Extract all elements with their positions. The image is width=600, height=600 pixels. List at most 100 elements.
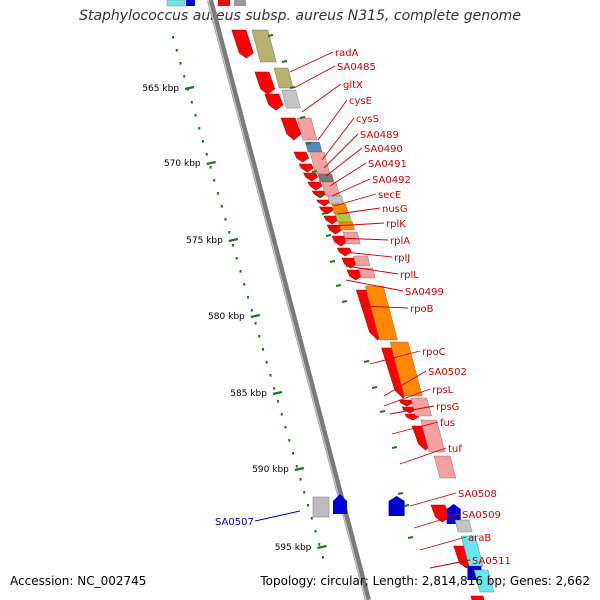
scale-minor-tick — [307, 504, 309, 507]
scale-minor-tick — [280, 413, 283, 416]
gene-label-sa0499[interactable]: SA0499 — [405, 287, 444, 298]
label-leader-line — [361, 305, 409, 309]
feature-block — [389, 341, 423, 397]
gene-arrow-forward[interactable] — [398, 399, 414, 407]
scale-minor-tick — [295, 465, 298, 468]
gene-arrow-forward[interactable] — [264, 93, 284, 111]
feature-block — [358, 267, 376, 279]
map-title: Staphylococcus aureus subsp. aureus N315… — [79, 8, 521, 24]
gene-label-cyse[interactable]: cysE — [349, 96, 372, 107]
gene-arrow-forward[interactable] — [307, 181, 323, 191]
gene-label-arab[interactable]: araB — [468, 533, 491, 544]
gene-label-rada[interactable]: radA — [335, 48, 359, 59]
gene-label-rpsl[interactable]: rpsL — [432, 385, 454, 396]
gene-label-rpsg[interactable]: rpsG — [436, 402, 459, 413]
scale-tick-label: 590 kbp — [252, 465, 289, 475]
gene-label-rpla[interactable]: rplA — [390, 236, 410, 247]
track-tick — [299, 116, 306, 119]
track-tick — [311, 170, 318, 173]
gene-arrow-forward[interactable] — [293, 151, 310, 163]
label-leader-line — [293, 65, 336, 89]
gene-label-gltx[interactable]: gltX — [343, 80, 363, 91]
feature-block — [454, 519, 473, 533]
label-leader-line — [301, 83, 342, 113]
gene-label-sa0511[interactable]: SA0511 — [472, 556, 511, 567]
label-leader-line — [325, 147, 363, 177]
scale-ruler: 565 kbp 570 kbp 575 kbp 580 kbp 585 kbp 590 k… — [142, 36, 327, 559]
gene-arrow-forward[interactable] — [341, 257, 357, 269]
feature-block — [335, 213, 352, 223]
track-tick — [317, 194, 324, 197]
feature-block — [473, 569, 495, 593]
gene-label-rpoc[interactable]: rpoC — [422, 347, 446, 358]
scale-minor-tick — [273, 387, 276, 390]
gene-label-rpll[interactable]: rplL — [400, 270, 419, 281]
gene-label-fus[interactable]: fus — [440, 418, 455, 429]
gene-arrow-forward[interactable] — [231, 29, 254, 59]
feature-block — [317, 173, 335, 183]
label-leader-line — [317, 99, 348, 141]
gene-arrow-forward[interactable] — [323, 215, 339, 225]
gene-label-nusg[interactable]: nusG — [382, 204, 408, 215]
gene-label-sa0491[interactable]: SA0491 — [368, 159, 407, 170]
track-tick — [379, 410, 386, 413]
scale-major-tick — [317, 544, 327, 550]
label-leader-line — [369, 350, 421, 365]
scale-minor-tick — [265, 361, 268, 364]
gene-label-sa0507[interactable]: SA0507 — [215, 517, 254, 528]
gene-arrow-forward[interactable] — [316, 199, 331, 207]
track-tick — [281, 60, 288, 63]
gene-arrow-forward[interactable] — [254, 71, 276, 95]
gene-label-sa0485[interactable]: SA0485 — [337, 62, 376, 73]
gene-label-sa0502[interactable]: SA0502 — [428, 367, 467, 378]
gene-label-sa0508[interactable]: SA0508 — [458, 489, 497, 500]
gene-label-sa0492[interactable]: SA0492 — [372, 175, 411, 186]
gene-arrow-reverse[interactable] — [446, 504, 461, 524]
track-tick — [397, 492, 404, 495]
gene-label-rplj[interactable]: rplJ — [394, 253, 410, 264]
label-leader-line — [391, 421, 439, 435]
accession-info: Accession: NC_002745 — [10, 574, 147, 588]
label-leader-line — [383, 370, 427, 397]
label-leader-line — [345, 279, 404, 292]
track-tick — [371, 386, 378, 389]
label-leader-line — [345, 265, 399, 275]
gene-arrow-forward[interactable] — [318, 206, 334, 215]
gene-arrow-forward[interactable] — [430, 504, 450, 523]
gene-label-rpob[interactable]: rpoB — [410, 304, 434, 315]
gene-arrow-forward[interactable] — [470, 595, 485, 600]
gene-block-grey[interactable] — [312, 496, 330, 518]
gene-arrow-reverse[interactable] — [388, 496, 405, 516]
track-tick — [341, 300, 348, 303]
scale-minor-tick — [190, 101, 193, 104]
track-tick — [289, 86, 296, 89]
gene-label-sece[interactable]: secE — [378, 190, 401, 201]
scale-tick-label: 575 kbp — [186, 236, 223, 246]
label-leader-line — [323, 133, 359, 169]
scale-minor-tick — [213, 179, 216, 182]
gene-arrow-forward[interactable] — [298, 163, 314, 173]
gene-arrow-forward[interactable] — [280, 117, 302, 141]
scale-minor-tick — [228, 231, 231, 234]
gene-label-cyss[interactable]: cysS — [356, 114, 379, 125]
gene-arrow-forward[interactable] — [346, 269, 363, 281]
gene-label-rplk[interactable]: rplK — [386, 219, 406, 230]
scale-minor-tick — [194, 114, 197, 117]
feature-block — [309, 151, 331, 175]
gene-label-sa0509[interactable]: SA0509 — [462, 510, 501, 521]
scale-minor-tick — [224, 218, 227, 221]
gene-arrow-forward[interactable] — [326, 224, 343, 235]
gene-arrow-reverse[interactable] — [333, 494, 347, 514]
gene-label-tuf[interactable]: tuf — [448, 444, 462, 455]
scale-minor-tick — [299, 478, 302, 481]
gene-arrow-forward[interactable] — [303, 172, 319, 182]
label-leader-line — [383, 388, 431, 407]
gene-arrow-forward[interactable] — [401, 406, 417, 414]
label-leader-line — [419, 536, 467, 551]
gene-arrow-forward[interactable] — [311, 190, 327, 199]
gene-label-sa0490[interactable]: SA0490 — [364, 144, 403, 155]
feature-block — [273, 67, 294, 89]
label-leader-line — [399, 447, 447, 465]
track-tick — [335, 284, 342, 287]
gene-label-sa0489[interactable]: SA0489 — [360, 130, 399, 141]
